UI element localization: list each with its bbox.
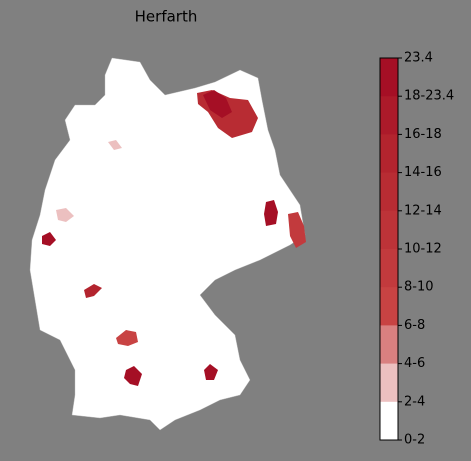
colorbar-segment — [380, 249, 398, 288]
germany-map — [29, 57, 306, 431]
colorbar-segment — [380, 210, 398, 250]
district — [288, 212, 306, 248]
colorbar-segment — [380, 325, 398, 365]
district — [108, 140, 122, 150]
colorbar-label: 23.4 — [404, 51, 433, 66]
colorbar-segment — [380, 401, 398, 441]
colorbar-label: 0-2 — [404, 433, 425, 448]
colorbar-label: 14-16 — [404, 165, 442, 180]
colorbar-segment — [380, 134, 398, 174]
map-title: Herfarth — [135, 8, 198, 26]
district — [264, 200, 278, 226]
district — [203, 90, 232, 118]
colorbar-label: 4-6 — [404, 356, 425, 371]
district — [56, 208, 74, 222]
colorbar-label: 12-14 — [404, 203, 442, 218]
district — [42, 232, 56, 246]
colorbar-label: 10-12 — [404, 242, 442, 257]
colorbar-segment — [380, 172, 398, 212]
colorbar-segment — [380, 96, 398, 135]
district — [124, 366, 142, 386]
colorbar-label: 18-23.4 — [404, 89, 454, 104]
colorbar-frame — [379, 57, 399, 441]
district — [204, 364, 218, 380]
colorbar-label: 6-8 — [404, 318, 425, 333]
colorbar-segment — [380, 58, 398, 97]
district — [116, 330, 138, 346]
country-outline — [29, 57, 306, 431]
colorbar-label: 16-18 — [404, 127, 442, 142]
colorbar: 23.4 18-23.4 16-18 14-16 12-14 10-12 8-10 6-8 4-… — [379, 51, 454, 448]
colorbar-segment — [380, 363, 398, 403]
district — [84, 284, 102, 298]
colorbar-label: 2-4 — [404, 394, 425, 409]
colorbar-label: 8-10 — [404, 280, 434, 295]
colorbar-segment — [380, 287, 398, 326]
